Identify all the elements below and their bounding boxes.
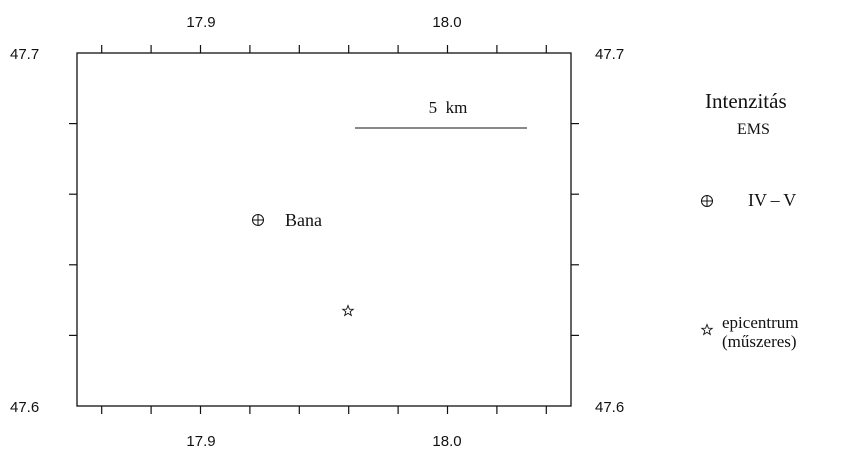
bottom-lon-label-1: 17.9	[186, 433, 215, 450]
legend-epicentre-line2: (műszeres)	[722, 332, 797, 351]
legend-intensity-icon	[701, 195, 713, 207]
intensity-marker-bana	[252, 214, 264, 226]
legend-intensity-label: IV – V	[748, 190, 796, 210]
map-frame	[76, 52, 572, 407]
top-lon-label-1: 17.9	[186, 14, 215, 31]
top-lon-label-2: 18.0	[432, 14, 461, 31]
left-lat-label-top: 47.7	[10, 46, 39, 63]
right-lat-label-bottom: 47.6	[595, 399, 624, 416]
legend-epicentre-line1: epicentrum	[722, 313, 798, 332]
map-ticks	[69, 45, 579, 414]
epicentre-star-icon	[341, 304, 355, 317]
scale-bar-label: 5 km	[429, 98, 468, 117]
left-lat-label-bottom: 47.6	[10, 399, 39, 416]
right-lat-label-top: 47.7	[595, 46, 624, 63]
legend-title: Intenzitás	[705, 89, 787, 113]
legend-star-icon	[700, 323, 714, 336]
legend-subtitle: EMS	[737, 121, 770, 138]
bottom-lon-label-2: 18.0	[432, 433, 461, 450]
place-label-bana: Bana	[285, 210, 322, 230]
